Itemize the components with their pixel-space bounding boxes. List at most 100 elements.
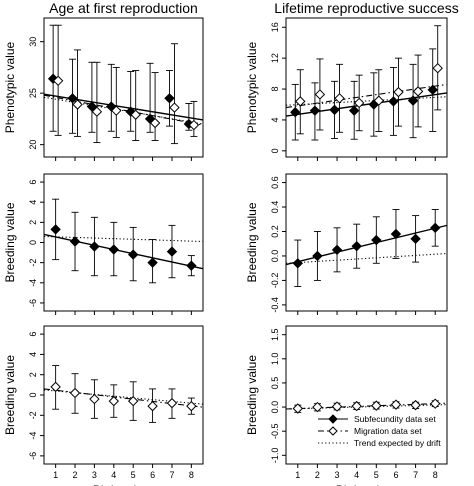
panel-6: Breeding value -1.0 -0.5 0.0 0.5 1.0 1.5 1 2 3 4 5 6… [245,325,448,486]
data-point [390,228,402,240]
panel-3: Breeding value -6 -4 -2 0 2 4 6 [3,173,204,315]
data-point [188,119,200,131]
series-migration [52,24,200,145]
x-tick-label: 2 [73,470,78,480]
panel-2: Lifetime reproductive success Phenotypic … [245,0,459,161]
x-axis-label: Birth cohort [336,483,398,486]
y-tick-label: 4 [270,117,280,122]
x-tick-label: 7 [169,470,174,480]
y-tick-label: -1.0 [270,448,280,464]
data-point [432,62,443,74]
series-subfecundity [50,198,197,284]
data-point [430,398,441,409]
data-point [351,400,362,412]
data-point [407,95,419,106]
plot-frame [285,173,448,312]
x-axis-label: Birth cohort [93,483,155,486]
y-tick-label: -2 [28,411,38,419]
data-point [86,101,98,112]
data-point [108,244,120,255]
y-tick-label: 0.2 [270,225,280,238]
x-tick-label: 3 [92,470,97,480]
data-point [69,387,81,399]
x-tick-label: 6 [150,470,155,480]
data-point [186,260,197,271]
y-tick-label: 0.6 [270,176,280,189]
data-point [427,84,438,96]
trend-line-solid [285,224,448,266]
y-tick-label: 1.0 [270,353,280,366]
x-tick-label: 5 [131,470,136,480]
data-point [353,97,365,109]
data-point [309,105,321,116]
trend-line-dashdot [285,402,448,410]
data-point [295,96,306,107]
y-tick-label: 0 [28,392,38,397]
data-point [292,258,303,269]
y-axis-label: Breeding value [3,202,17,282]
y-tick-label: 1.5 [270,328,280,341]
legend-label: Subfecundity data set [354,414,436,424]
data-point [331,401,343,412]
y-tick-label: -6 [28,452,38,460]
x-tick-label: 8 [433,470,438,480]
y-tick-label: 2 [28,220,38,225]
legend-label: Trend expected by drift [354,438,441,448]
y-tick-label: 2 [28,372,38,377]
y-tick-label: 12 [270,53,280,63]
y-tick-label: -0.4 [270,297,280,313]
x-tick-label: 7 [413,470,418,480]
trend-line-dotted [43,96,204,125]
data-point [149,117,161,129]
x-tick-label: 4 [354,470,359,480]
data-point [410,233,421,245]
data-point [312,250,323,262]
y-tick-label: 0.5 [270,377,280,390]
x-tick-label: 3 [335,470,340,480]
data-point [130,109,141,120]
y-tick-label: -4 [28,432,38,440]
panel-1: Age at first reproduction Phenotypic valu… [3,0,204,161]
plot-frame [43,17,204,158]
trend-line-dotted [285,96,448,106]
legend-marker [328,426,338,436]
data-point [329,104,340,116]
y-tick-label: 6 [28,180,38,185]
y-axis-label: Phenotypic value [3,41,17,133]
y-axis-label: Breeding value [3,355,17,435]
y-tick-label: 6 [28,332,38,337]
y-tick-label: 4 [28,352,38,357]
panel-5: Breeding value -6 -4 -2 0 2 4 6 1 2 3 4 5 6 7 8 Birth co… [3,325,204,486]
data-point [52,75,64,87]
data-point [331,244,343,256]
y-tick-label: -2 [28,259,38,267]
series-subfecundity [290,48,438,141]
data-point [290,107,301,118]
panel-title: Age at first reproduction [49,0,198,16]
data-point [348,105,360,116]
data-point [186,400,197,412]
x-tick-label: 8 [189,470,194,480]
y-tick-label: -6 [28,299,38,307]
plot-frame [43,325,204,465]
trend-line-dashdot [43,94,204,126]
series-subfecundity [292,209,441,287]
data-point [371,400,382,411]
data-point [334,93,345,104]
plot-frame [285,325,448,465]
data-point [69,236,81,247]
trend-line-dashdot [43,388,204,408]
x-tick-label: 1 [295,470,300,480]
data-point [373,95,385,106]
data-point [430,222,441,234]
data-point [166,246,178,257]
y-tick-label: 4 [28,200,38,205]
y-tick-label: 0.0 [270,401,280,414]
legend-marker [328,414,338,424]
series-migration [292,398,441,414]
data-point [147,257,158,268]
data-point [390,399,402,410]
data-point [111,105,122,116]
trend-line-dotted [43,389,204,405]
